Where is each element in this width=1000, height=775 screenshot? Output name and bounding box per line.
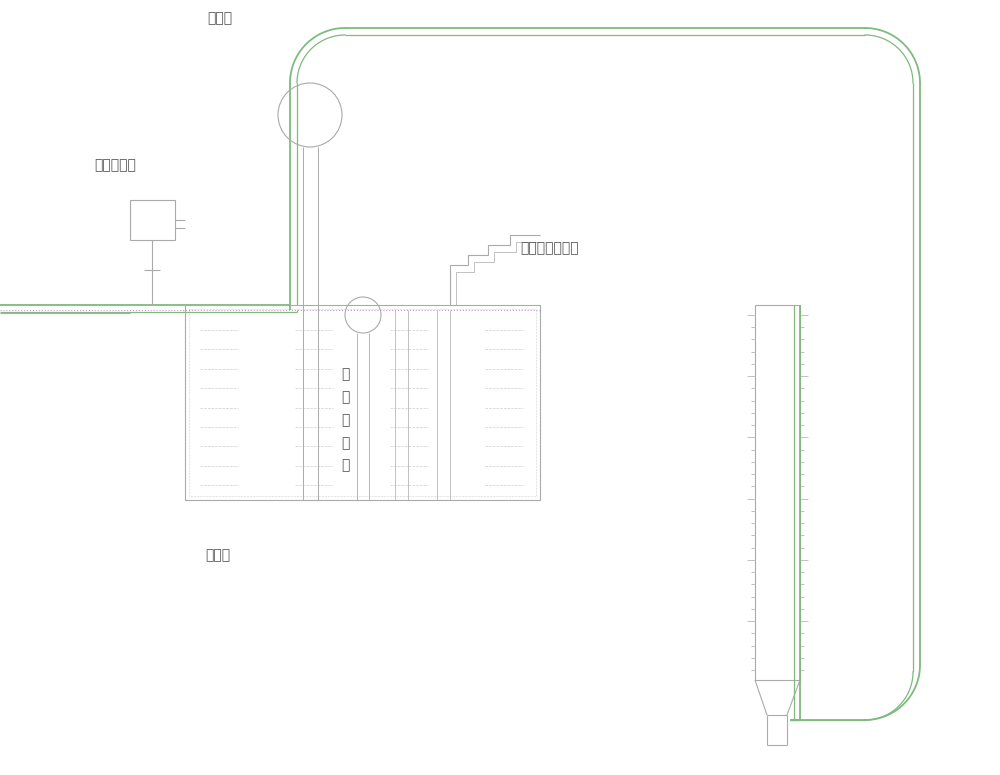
Bar — [130, 200, 175, 240]
Text: 泥浆池: 泥浆池 — [205, 548, 231, 562]
Bar — [755, 305, 800, 680]
Text: 泥浆压力传感器: 泥浆压力传感器 — [520, 241, 579, 255]
Text: 瞬时流量计: 瞬时流量计 — [94, 158, 136, 172]
Text: 泥
浆
液
位
计: 泥 浆 液 位 计 — [341, 367, 349, 473]
Text: 泥浆泵: 泥浆泵 — [207, 11, 233, 25]
